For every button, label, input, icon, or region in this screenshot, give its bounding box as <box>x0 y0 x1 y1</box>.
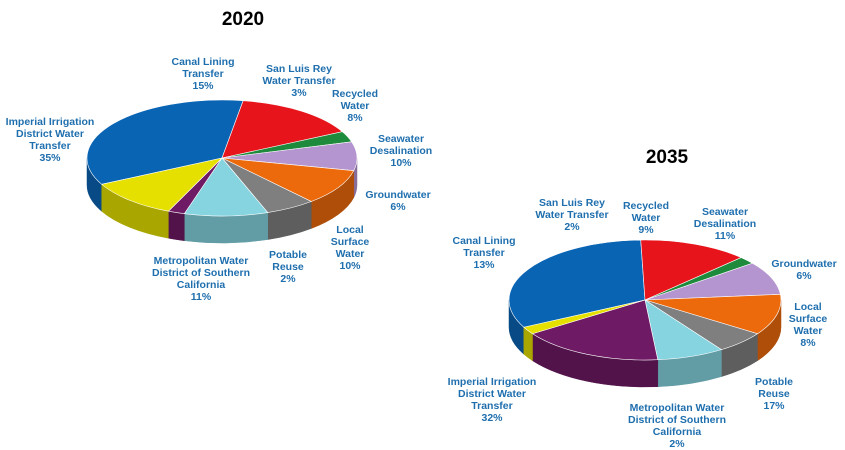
pie-slice-imperial-irrigation-district-water-transfer <box>86 99 244 185</box>
slice-name-line: Recycled <box>623 200 669 212</box>
slice-value-label: 8% <box>800 337 816 349</box>
slice-name-line: Water Transfer <box>535 209 608 221</box>
slice-name-line: Transfer <box>463 247 504 259</box>
slice-name-line: Transfer <box>182 68 223 80</box>
slice-name-line: Seawater <box>378 133 424 145</box>
slice-name-line: Imperial Irrigation <box>6 116 95 128</box>
slice-value-label: 3% <box>291 87 307 99</box>
pie-slice-canal-lining-transfer <box>221 100 343 159</box>
slice-name-line: Potable <box>755 376 793 388</box>
slice-label-san-luis-rey-water-transfer: San Luis Rey Water Transfer 2% <box>535 197 608 233</box>
slice-value-label: 10% <box>390 157 412 169</box>
slice-label-local-surface-water: Local Surface Water 10% <box>331 224 370 272</box>
slice-name-line: Water <box>632 212 661 224</box>
slice-name-line: Water Transfer <box>262 75 335 87</box>
pie-slices <box>86 99 358 217</box>
slice-label-imperial-irrigation-district-water-transfer: Imperial Irrigation District Water Transfe… <box>448 376 537 424</box>
pie-side-walls <box>508 299 782 388</box>
slice-label-metropolitan-water-district-of-southern-california: Metropolitan Water District of Southern Ca… <box>628 402 726 450</box>
slice-name-line: Canal Lining <box>172 56 235 68</box>
slice-name-line: Groundwater <box>771 258 836 270</box>
slice-value-label: 32% <box>481 412 503 424</box>
pie-side-walls <box>86 157 358 244</box>
pie-slice-metropolitan-water-district-of-southern-california <box>523 299 646 335</box>
slice-name-line: District of Southern <box>152 267 250 279</box>
slice-name-line: Surface <box>789 313 828 325</box>
slice-label-potable-reuse: Potable Reuse 2% <box>269 249 307 285</box>
slice-name-line: Reuse <box>272 261 304 273</box>
slice-name-line: Local <box>794 301 822 313</box>
slice-label-recycled-water: Recycled Water 9% <box>623 200 669 236</box>
slice-value-label: 15% <box>192 80 214 92</box>
slice-label-canal-lining-transfer: Canal Lining Transfer 15% <box>172 56 235 92</box>
slice-value-label: 2% <box>564 221 580 233</box>
slice-name-line: Potable <box>269 249 307 261</box>
chart-title: 2035 <box>646 147 689 168</box>
slice-label-metropolitan-water-district-of-southern-california: Metropolitan Water District of Southern Ca… <box>152 255 250 303</box>
slice-label-groundwater: Groundwater 6% <box>365 189 430 213</box>
slice-name-line: Local <box>336 224 364 236</box>
slice-name-line: Surface <box>331 236 370 248</box>
slice-name-line: Groundwater <box>365 189 430 201</box>
slice-name-line: Metropolitan Water <box>630 402 725 414</box>
slice-value-label: 35% <box>39 152 61 164</box>
slice-value-label: 11% <box>715 230 736 242</box>
slice-value-label: 9% <box>638 224 654 236</box>
slice-value-label: 10% <box>339 260 361 272</box>
slice-name-line: Water <box>794 325 823 337</box>
slice-name-line: Water <box>341 100 370 112</box>
slice-name-line: District Water <box>458 388 526 400</box>
slice-value-label: 6% <box>796 270 812 282</box>
pie-slices <box>508 239 782 361</box>
slice-name-line: Desalination <box>370 145 432 157</box>
slice-name-line: Imperial Irrigation <box>448 376 537 388</box>
pie-slice-potable-reuse <box>531 299 659 361</box>
slice-label-seawater-desalination: Seawater Desalination 10% <box>370 133 432 169</box>
pie-slice-imperial-irrigation-district-water-transfer <box>508 239 646 328</box>
slice-name-line: Transfer <box>471 400 512 412</box>
slice-label-canal-lining-transfer: Canal Lining Transfer 13% <box>453 235 516 271</box>
chart-title: 2020 <box>222 9 264 30</box>
slice-name-line: California <box>177 279 226 291</box>
slice-value-label: 6% <box>390 201 406 213</box>
slice-value-label: 13% <box>473 259 495 271</box>
slice-name-line: District Water <box>16 128 84 140</box>
pie-side-local-surface-water <box>184 212 268 244</box>
pie-slice-canal-lining-transfer <box>640 239 742 301</box>
slice-name-line: Seawater <box>702 206 748 218</box>
pie-slice-seawater-desalination <box>221 157 355 202</box>
slice-name-line: Metropolitan Water <box>154 255 249 267</box>
slice-name-line: California <box>653 426 702 438</box>
slice-value-label: 2% <box>280 273 296 285</box>
slice-value-label: 8% <box>347 112 363 124</box>
slice-name-line: Water <box>336 248 365 260</box>
slice-label-seawater-desalination: Seawater Desalination 11% <box>694 206 756 242</box>
slice-label-san-luis-rey-water-transfer: San Luis Rey Water Transfer 3% <box>262 63 335 99</box>
slice-name-line: Reuse <box>758 388 790 400</box>
slice-name-line: District of Southern <box>628 414 726 426</box>
slice-label-local-surface-water: Local Surface Water 8% <box>789 301 828 349</box>
pie-slice-local-surface-water <box>183 157 269 217</box>
slice-name-line: Transfer <box>29 140 70 152</box>
slice-label-imperial-irrigation-district-water-transfer: Imperial Irrigation District Water Transfe… <box>6 116 95 164</box>
slice-label-groundwater: Groundwater 6% <box>771 258 836 282</box>
slice-name-line: San Luis Rey <box>266 63 332 75</box>
pie-slice-metropolitan-water-district-of-southern-california <box>101 157 223 212</box>
slice-label-recycled-water: Recycled Water 8% <box>332 88 378 124</box>
slice-name-line: San Luis Rey <box>539 197 605 209</box>
pie-side-potable-reuse <box>168 210 185 241</box>
slice-name-line: Recycled <box>332 88 378 100</box>
slice-value-label: 11% <box>191 291 212 303</box>
slice-value-label: 17% <box>763 400 785 412</box>
slice-name-line: Canal Lining <box>453 235 516 247</box>
slice-label-potable-reuse: Potable Reuse 17% <box>755 376 793 412</box>
pie-slice-seawater-desalination <box>644 294 782 335</box>
slice-name-line: Desalination <box>694 218 756 230</box>
slice-value-label: 2% <box>669 438 685 450</box>
